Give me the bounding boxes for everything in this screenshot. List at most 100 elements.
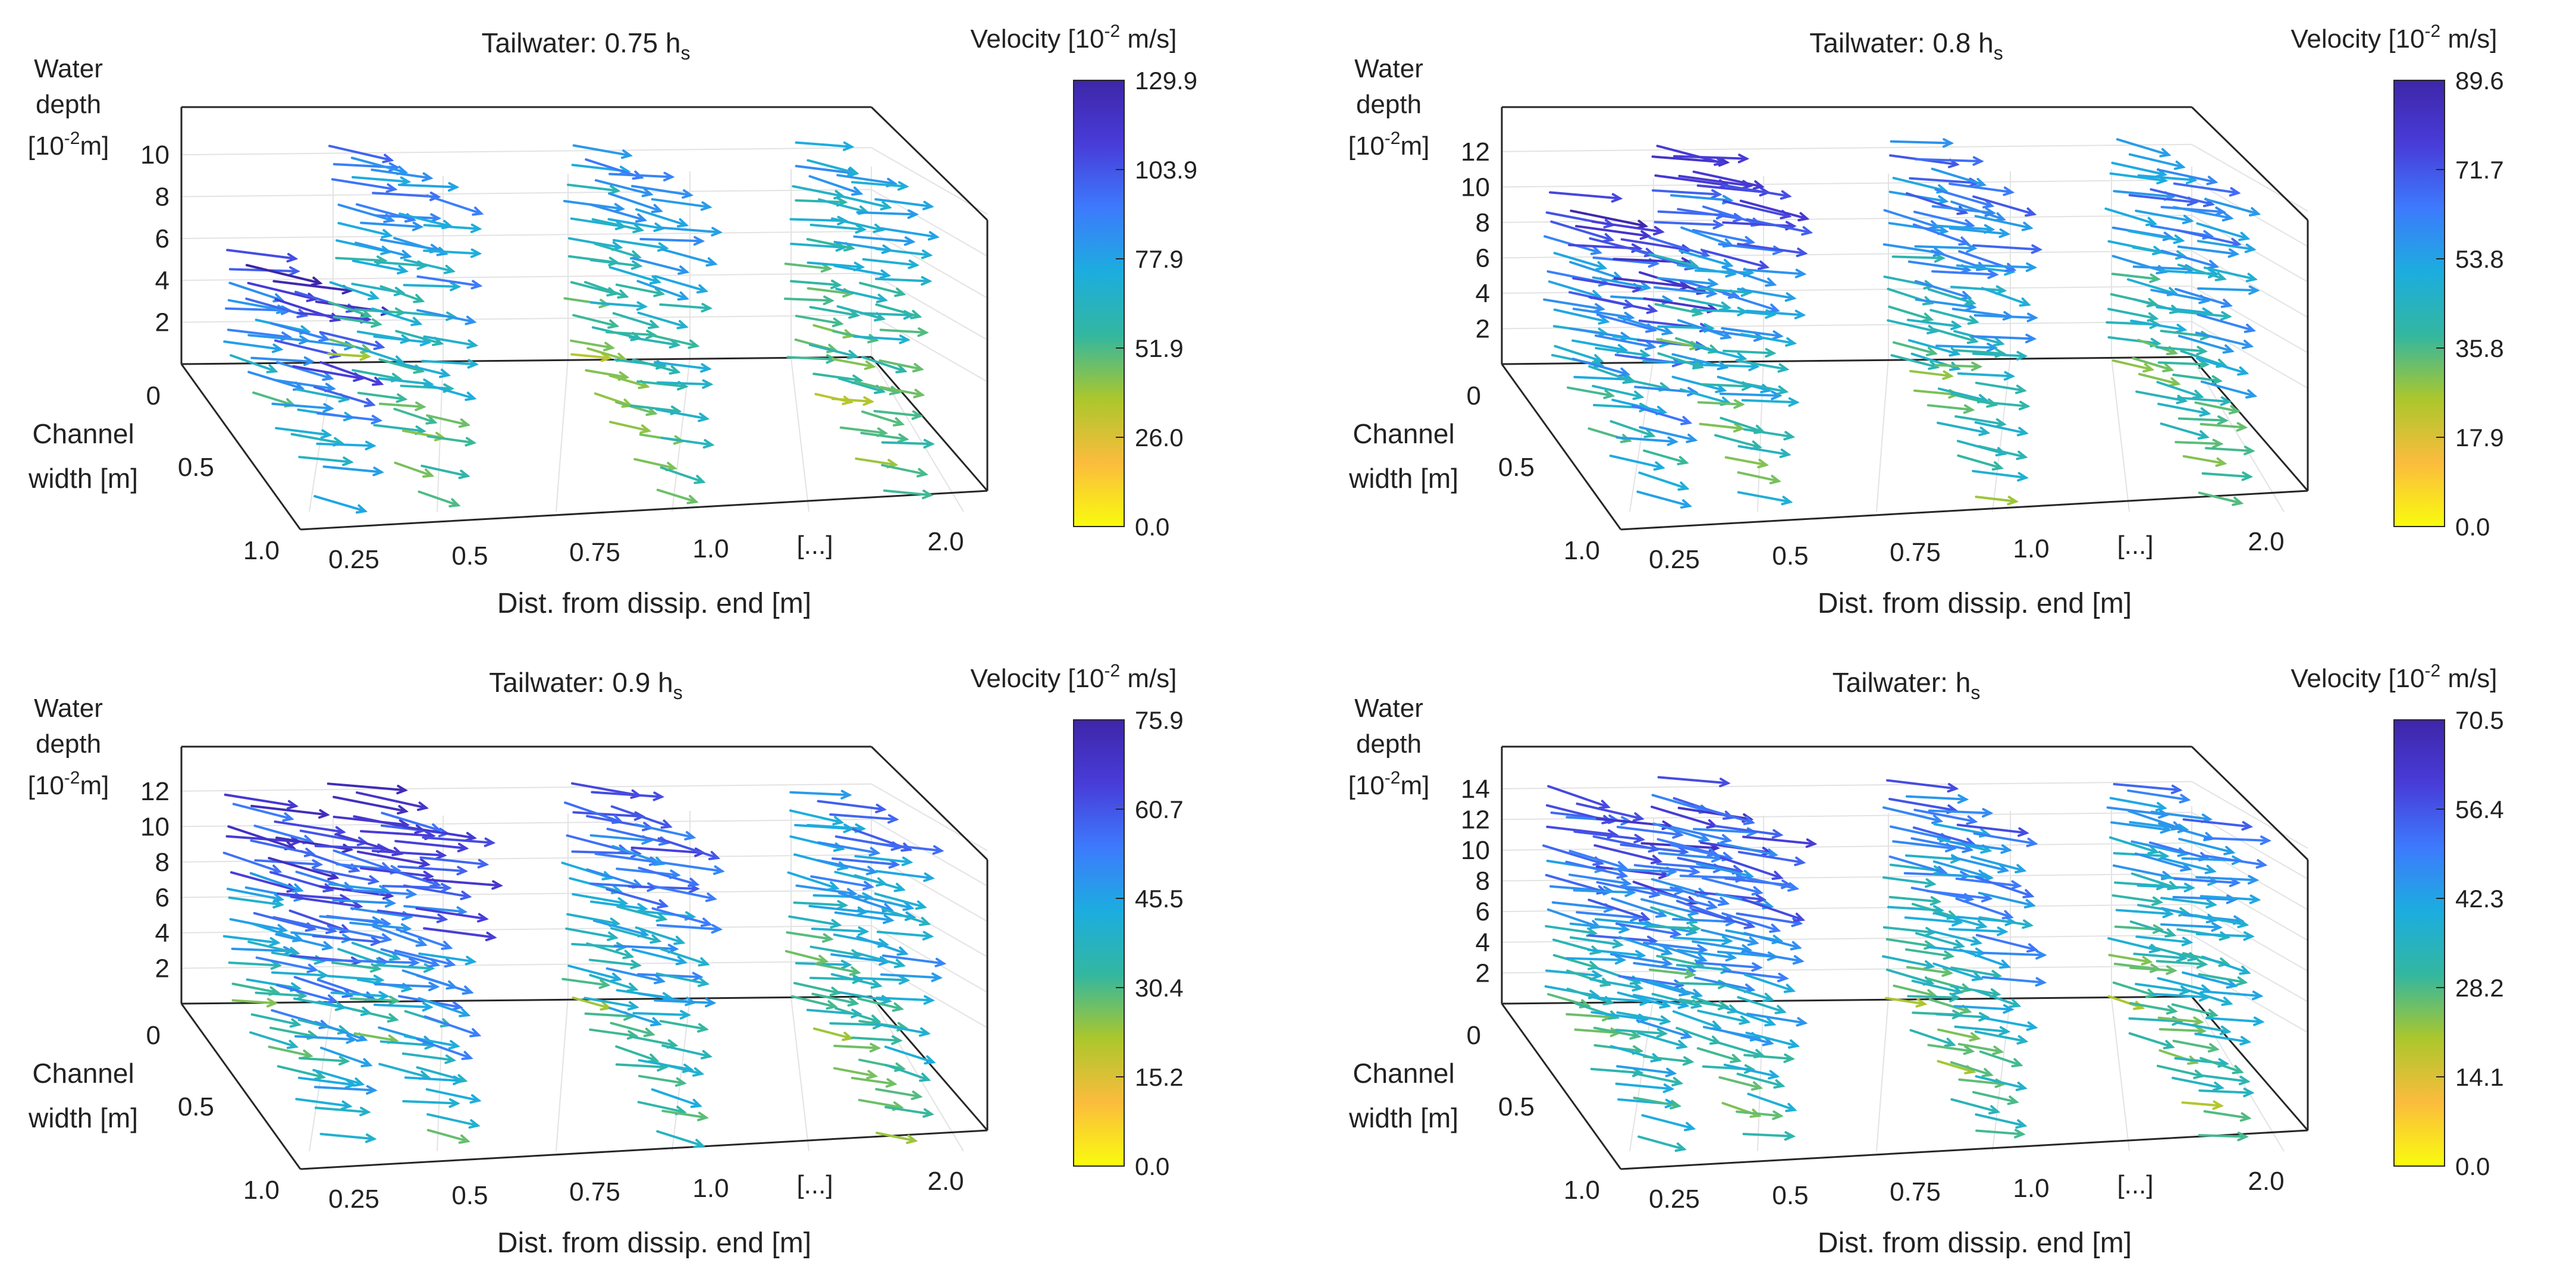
velocity-arrow	[628, 336, 679, 346]
velocity-arrow	[418, 997, 470, 1017]
velocity-arrow	[874, 892, 926, 908]
velocity-arrowhead	[266, 998, 278, 1008]
velocity-arrowhead	[2166, 1005, 2178, 1015]
velocity-arrowhead	[1603, 389, 1615, 399]
velocity-arrow	[1882, 926, 1935, 934]
velocity-arrowhead	[318, 333, 331, 342]
velocity-arrow	[784, 297, 833, 302]
velocity-arrowhead	[862, 881, 875, 891]
velocity-arrowhead	[1937, 195, 1949, 205]
colorbar-tick-label: 53.8	[2455, 245, 2504, 273]
velocity-arrowhead	[1994, 418, 2007, 428]
title-value: h	[1956, 667, 1971, 698]
velocity-arrowhead	[2217, 415, 2229, 425]
velocity-arrowhead	[415, 938, 428, 947]
velocity-arrow	[1652, 942, 1706, 961]
velocity-arrow	[314, 844, 387, 850]
velocity-arrowhead	[1680, 416, 1693, 425]
quiver-field	[223, 141, 940, 514]
velocity-arrow	[2130, 319, 2186, 331]
velocity-arrow	[1721, 266, 1776, 286]
velocity-arrowhead	[1602, 233, 1615, 243]
velocity-arrowhead	[422, 378, 434, 388]
x-tick-label: 0.25	[1649, 545, 1700, 574]
velocity-arrowhead	[1643, 428, 1656, 438]
grid-line	[181, 189, 872, 198]
velocity-arrowhead	[705, 892, 717, 903]
title-prefix: Tailwater:	[1833, 667, 1956, 698]
velocity-arrow	[1975, 933, 2037, 951]
velocity-arrow	[637, 311, 688, 328]
velocity-arrowhead	[1762, 992, 1775, 1002]
velocity-arrowhead	[857, 926, 870, 936]
velocity-arrow	[2107, 308, 2158, 320]
velocity-arrowhead	[705, 257, 718, 267]
width-axis-label-line2: width [m]	[1348, 463, 1458, 494]
velocity-arrowhead	[875, 803, 887, 813]
velocity-arrowhead	[632, 224, 645, 234]
velocity-arrow	[660, 466, 705, 484]
velocity-arrow	[854, 855, 912, 864]
velocity-arrowhead	[1620, 878, 1632, 888]
velocity-arrow	[2176, 229, 2241, 246]
velocity-arrow	[247, 941, 299, 955]
velocity-arrow	[246, 978, 300, 990]
velocity-arrowhead	[1796, 1017, 1808, 1027]
velocity-arrow	[1885, 938, 1934, 948]
x-tick-label: 2.0	[2248, 527, 2284, 556]
velocity-arrowhead	[2009, 998, 2022, 1008]
velocity-arrow	[1746, 1013, 1806, 1024]
velocity-arrow	[1743, 428, 1794, 438]
velocity-arrowhead	[1717, 361, 1729, 371]
velocity-arrowhead	[2196, 346, 2208, 356]
velocity-arrowhead	[1991, 461, 2004, 471]
velocity-arrow	[651, 907, 711, 926]
velocity-arrowhead	[1978, 427, 1991, 437]
velocity-arrowhead	[2248, 285, 2260, 295]
velocity-arrow	[1955, 897, 2013, 919]
velocity-arrowhead	[674, 1077, 687, 1087]
velocity-arrowhead	[387, 1013, 399, 1023]
velocity-arrow	[607, 218, 664, 230]
velocity-arrow	[884, 1045, 935, 1064]
velocity-arrowhead	[301, 1049, 313, 1060]
velocity-arrow	[352, 259, 407, 272]
velocity-arrow	[272, 916, 336, 932]
velocity-arrow	[2157, 1016, 2203, 1023]
velocity-arrow	[829, 813, 898, 821]
velocity-arrow	[806, 238, 854, 250]
colorbar-tick-label: 89.6	[2455, 67, 2504, 95]
x-tick-label: 1.0	[692, 1174, 729, 1203]
velocity-arrow	[1927, 288, 1975, 305]
velocity-arrow	[226, 249, 297, 260]
velocity-arrow	[272, 280, 352, 292]
velocity-arrowhead	[440, 883, 452, 893]
velocity-arrow	[1718, 1041, 1764, 1057]
velocity-arrow	[327, 352, 370, 358]
velocity-arrowhead	[2218, 957, 2230, 967]
velocity-arrowhead	[1773, 1079, 1786, 1089]
velocity-arrowhead	[842, 141, 855, 151]
velocity-arrowhead	[887, 814, 899, 824]
velocity-arrow	[1632, 994, 1689, 1007]
velocity-arrowhead	[1981, 808, 1994, 818]
width-axis-line	[1501, 1003, 1622, 1170]
section-1-0	[563, 144, 723, 505]
velocity-arrow	[1720, 416, 1765, 433]
velocity-arrowhead	[650, 1017, 663, 1027]
colorbar-tick-label: 26.0	[1135, 424, 1184, 452]
velocity-arrow	[378, 1063, 429, 1079]
velocity-arrowhead	[421, 172, 434, 182]
velocity-arrow	[1592, 276, 1651, 289]
velocity-arrowhead	[380, 933, 393, 943]
velocity-arrow	[1595, 347, 1649, 357]
velocity-arrow	[1971, 856, 2025, 872]
velocity-arrowhead	[2003, 1004, 2015, 1014]
velocity-arrowhead	[836, 900, 849, 910]
velocity-arrow	[2182, 971, 2237, 988]
velocity-arrowhead	[907, 209, 919, 219]
velocity-arrow	[397, 183, 458, 189]
velocity-arrow	[1609, 455, 1664, 469]
colorbar-tick-label: 60.7	[1135, 795, 1184, 823]
velocity-arrow	[655, 408, 708, 420]
